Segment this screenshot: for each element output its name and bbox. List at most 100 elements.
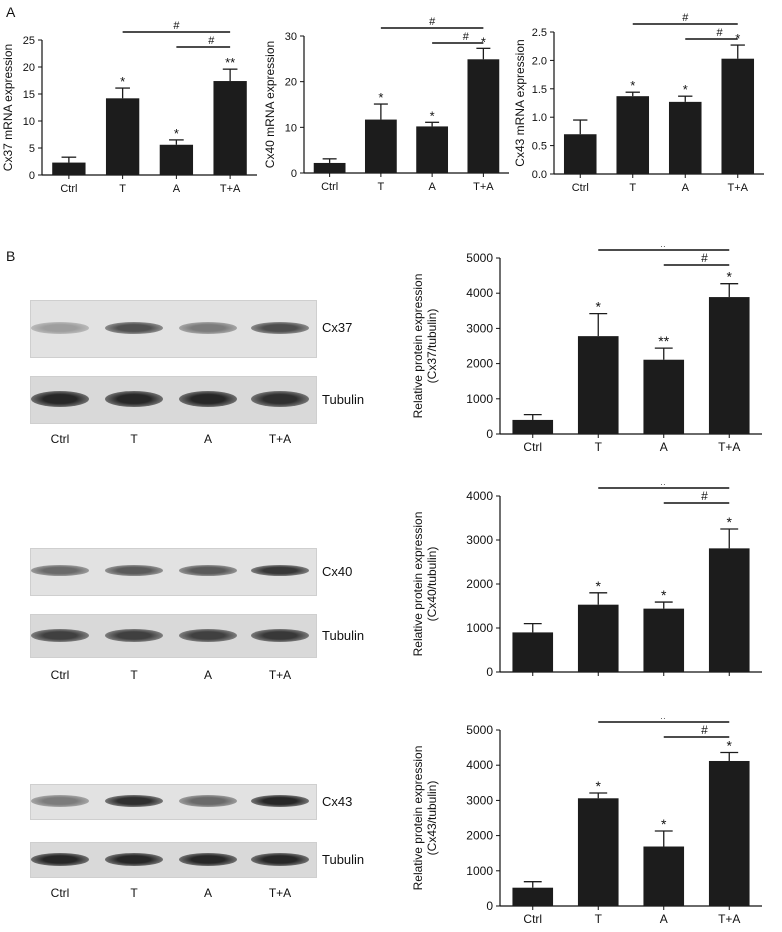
x-tick-label: T (629, 182, 636, 194)
y-tick-label: 5000 (466, 251, 493, 265)
bar (577, 604, 619, 672)
x-tick-label: T+A (728, 182, 749, 194)
target-band (105, 795, 163, 807)
tubulin-band (105, 391, 163, 407)
significance-star: * (174, 126, 179, 141)
y-tick-label: 30 (285, 31, 297, 43)
bar (577, 336, 619, 434)
tubulin-band (105, 628, 163, 642)
bar (512, 419, 554, 434)
lane-label: T+A (268, 886, 292, 900)
y-tick-label: 10 (23, 116, 35, 128)
tubulin-band (179, 852, 237, 866)
x-tick-label: T (595, 912, 603, 926)
significance-star: * (430, 108, 435, 123)
bar (708, 760, 750, 906)
bar (668, 101, 702, 174)
bar (313, 162, 346, 173)
significance-star: * (596, 578, 602, 594)
y-axis-label: Relative protein expression (411, 274, 425, 419)
significance-hash: # (716, 27, 723, 39)
y-tick-label: 1000 (466, 864, 493, 878)
lane-label: Ctrl (50, 668, 70, 682)
bar (721, 58, 755, 174)
lane-label: A (203, 668, 213, 682)
bar (577, 798, 619, 906)
significance-hash: # (701, 489, 708, 503)
bar (159, 144, 194, 175)
y-tick-label: 4000 (466, 758, 493, 772)
significance-star: * (120, 74, 125, 89)
tubulin-band (251, 852, 309, 866)
significance-star: * (727, 269, 733, 285)
y-tick-label: 15 (23, 89, 35, 101)
cx43-protein-chart: 0 1000 2000 3000 4000 5000 Relative protein ex… (411, 718, 762, 926)
y-tick-label: 3000 (466, 533, 493, 547)
y-tick-label: 10 (285, 122, 297, 134)
bar (643, 846, 685, 906)
significance-star: * (630, 78, 635, 93)
significance-star: * (596, 299, 602, 315)
bar (708, 297, 750, 434)
x-tick-label: T (119, 183, 126, 195)
target-band (179, 564, 237, 576)
bar (643, 608, 685, 672)
y-tick-label: 0 (29, 170, 35, 182)
target-band (251, 795, 309, 807)
x-tick-label: T (378, 181, 385, 193)
loading-label: Tubulin (322, 852, 365, 867)
tubulin-band (31, 391, 89, 407)
target-label: Cx43 (322, 794, 353, 809)
tubulin-band (251, 628, 309, 642)
x-tick-label: Ctrl (523, 440, 542, 454)
y-tick-label: 25 (23, 35, 35, 47)
lane-label: Ctrl (50, 886, 70, 900)
significance-star: * (378, 90, 383, 105)
x-tick-label: Ctrl (60, 183, 77, 195)
target-band (31, 795, 89, 807)
bar (213, 81, 247, 175)
y-tick-label: 5 (29, 143, 35, 155)
significance-hash: # (463, 31, 470, 43)
tubulin-band (179, 391, 237, 407)
lane-label: T (130, 432, 138, 446)
bar (512, 887, 554, 906)
x-tick-label: Ctrl (572, 182, 589, 194)
y-tick-label: 1.0 (532, 112, 547, 124)
bar (105, 98, 140, 175)
x-tick-label: A (682, 182, 690, 194)
bar (467, 59, 500, 173)
y-axis-label-line2: (Cx40/tubulin) (425, 547, 439, 622)
bar (563, 134, 597, 174)
significance-hash: # (429, 16, 436, 28)
significance-hash: # (660, 246, 667, 250)
significance-hash: # (701, 251, 708, 265)
tubulin-band (251, 391, 309, 407)
y-axis-label-line2: (Cx43/tubulin) (425, 781, 439, 856)
target-band (179, 322, 237, 334)
cx43-western-blot: Cx43 Tubulin Ctrl T A T+A (30, 784, 390, 924)
y-tick-label: 5000 (466, 723, 493, 737)
bar (52, 162, 86, 175)
y-tick-label: 0 (486, 899, 493, 913)
cx40-protein-chart: 0 1000 2000 3000 4000 Relative protein expres… (411, 484, 762, 679)
x-tick-label: A (660, 440, 668, 454)
target-band (31, 322, 89, 334)
y-tick-label: 0.0 (532, 169, 547, 181)
cx40-western-blot: Cx40 Tubulin Ctrl T A T+A (30, 548, 390, 688)
significance-star: * (661, 816, 667, 832)
y-axis-label: Cx40 mRNA expression (263, 41, 277, 168)
lane-label: Ctrl (50, 432, 70, 446)
bar (616, 96, 650, 174)
tubulin-band (105, 852, 163, 866)
tubulin-band (179, 628, 237, 642)
x-tick-label: T+A (718, 912, 740, 926)
y-tick-label: 1.5 (532, 84, 547, 96)
significance-hash: # (660, 718, 667, 722)
y-axis-label: Cx37 mRNA expression (1, 44, 15, 171)
x-tick-label: T+A (473, 181, 494, 193)
y-tick-label: 3000 (466, 321, 493, 335)
significance-star: * (683, 82, 688, 97)
significance-star: * (661, 587, 667, 603)
x-tick-label: T (595, 440, 603, 454)
